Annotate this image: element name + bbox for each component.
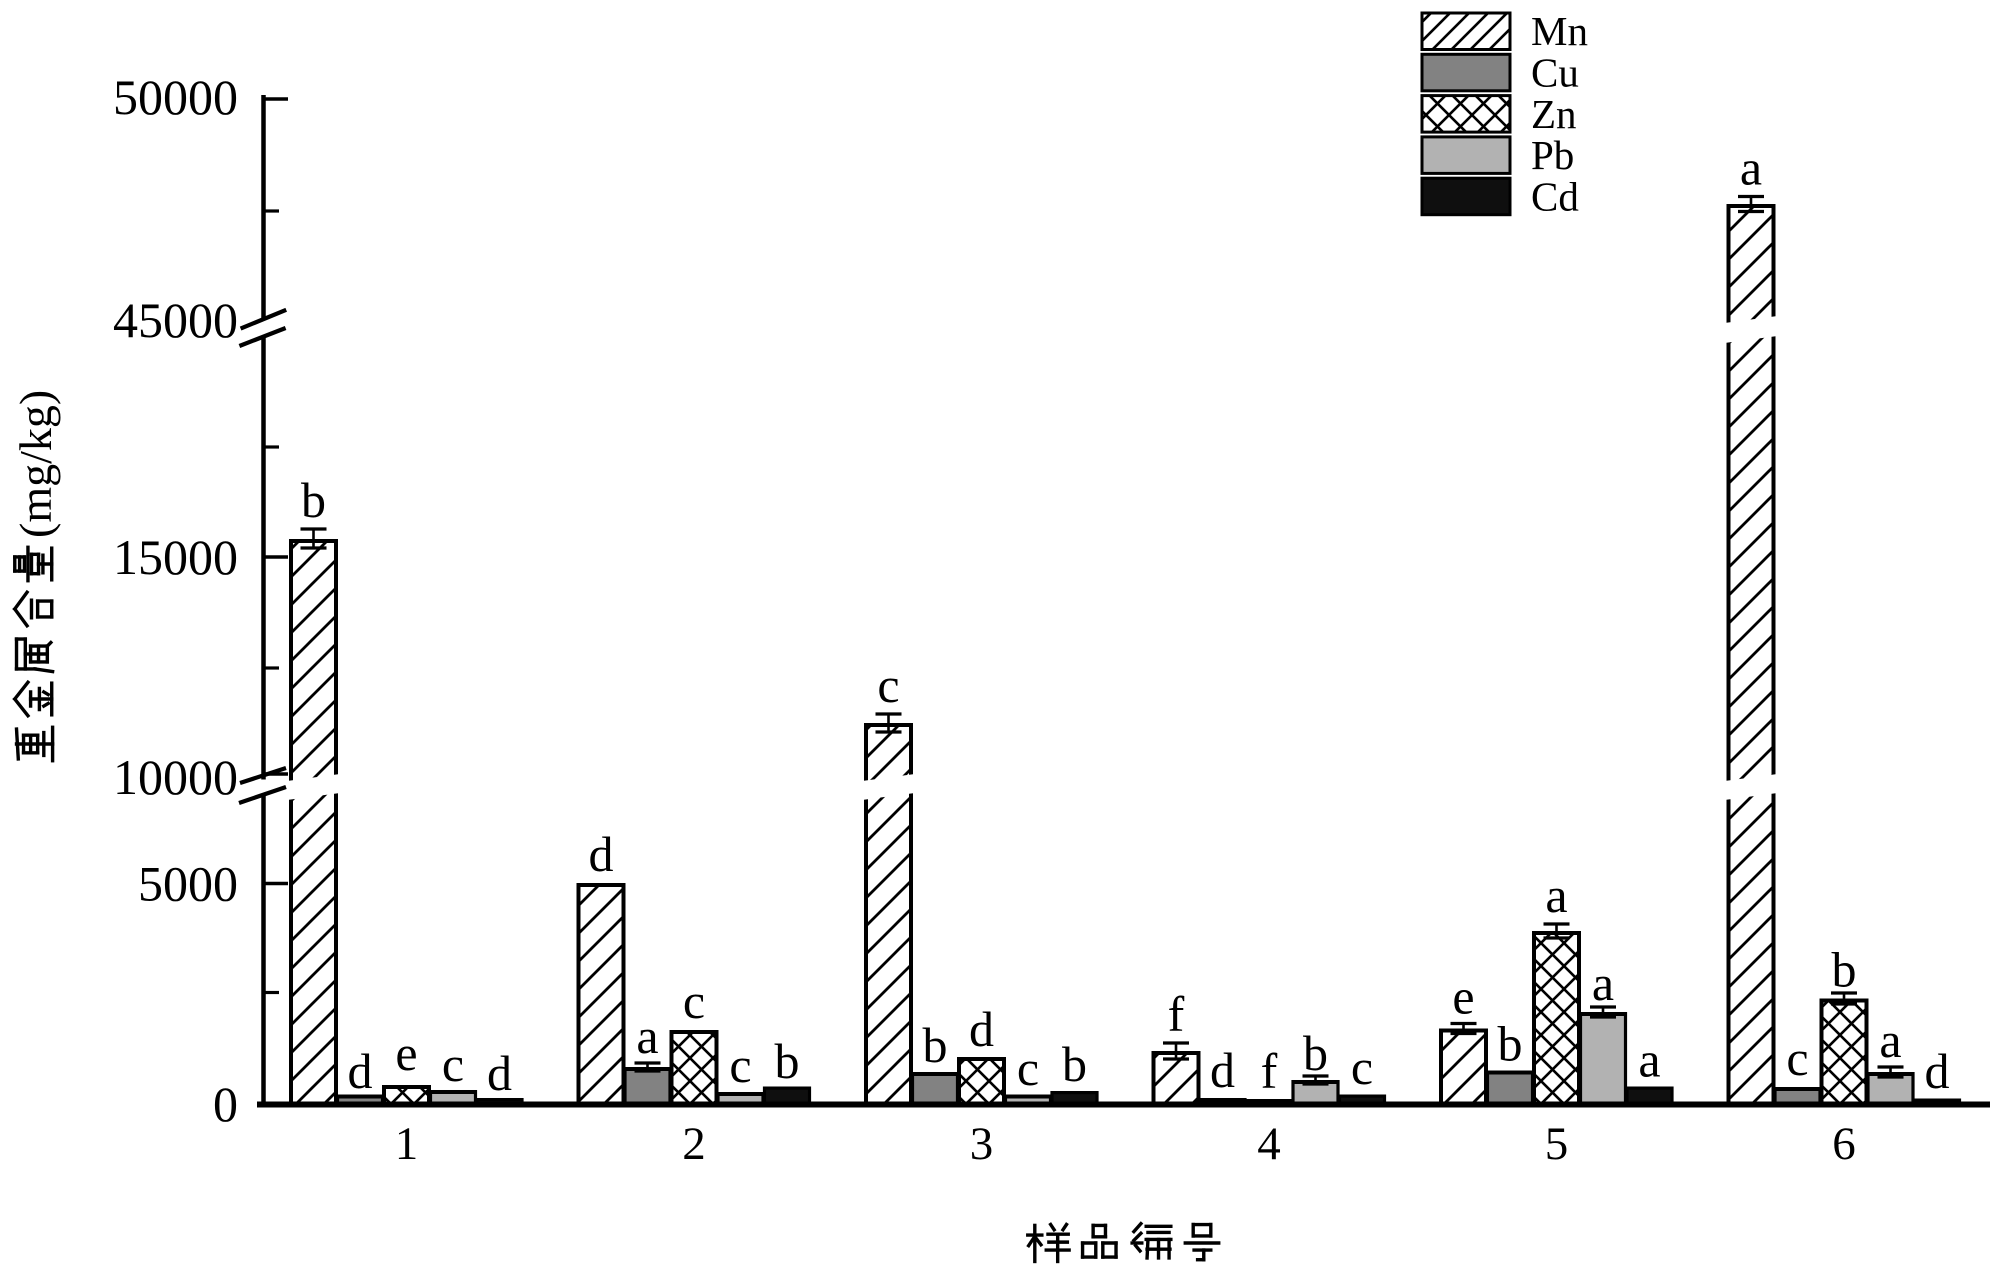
svg-text:d: d [969, 1001, 994, 1057]
svg-text:b: b [1303, 1025, 1328, 1081]
svg-text:45000: 45000 [113, 292, 238, 348]
svg-text:Pb: Pb [1531, 132, 1574, 178]
svg-text:4: 4 [1257, 1118, 1281, 1170]
svg-text:a: a [1638, 1032, 1660, 1088]
svg-text:a: a [1879, 1012, 1901, 1068]
svg-text:b: b [1498, 1016, 1523, 1072]
svg-text:50000: 50000 [113, 69, 238, 125]
svg-text:d: d [487, 1045, 512, 1101]
svg-text:6: 6 [1832, 1118, 1856, 1170]
svg-text:f: f [1261, 1043, 1278, 1099]
svg-text:d: d [348, 1043, 373, 1099]
svg-text:5000: 5000 [138, 856, 238, 912]
svg-text:Cd: Cd [1531, 173, 1579, 219]
svg-text:e: e [395, 1025, 417, 1081]
svg-text:b: b [1062, 1036, 1087, 1092]
svg-text:c: c [1786, 1030, 1808, 1086]
svg-text:c: c [877, 657, 899, 713]
svg-text:a: a [1592, 955, 1614, 1011]
svg-text:Cu: Cu [1531, 50, 1579, 96]
svg-text:Mn: Mn [1531, 8, 1588, 54]
svg-text:c: c [683, 973, 705, 1029]
svg-text:10000: 10000 [113, 749, 238, 805]
svg-text:f: f [1168, 986, 1185, 1042]
svg-text:d: d [589, 826, 614, 882]
svg-text:c: c [1351, 1039, 1373, 1095]
svg-text:5: 5 [1545, 1118, 1569, 1170]
svg-text:(mg/kg): (mg/kg) [10, 390, 61, 538]
svg-text:1: 1 [395, 1118, 419, 1170]
svg-text:15000: 15000 [113, 529, 238, 585]
svg-text:b: b [1832, 942, 1857, 998]
svg-text:3: 3 [970, 1118, 994, 1170]
svg-text:b: b [923, 1017, 948, 1073]
svg-text:d: d [1210, 1042, 1235, 1098]
svg-text:c: c [1017, 1040, 1039, 1096]
svg-text:b: b [775, 1033, 800, 1089]
svg-text:c: c [729, 1037, 751, 1093]
svg-text:e: e [1452, 969, 1474, 1025]
svg-text:0: 0 [213, 1076, 238, 1132]
svg-text:a: a [1740, 140, 1762, 196]
svg-text:a: a [1545, 867, 1567, 923]
svg-text:a: a [636, 1008, 658, 1064]
svg-text:2: 2 [682, 1118, 706, 1170]
svg-text:Zn: Zn [1531, 91, 1577, 137]
svg-text:b: b [301, 472, 326, 528]
svg-text:d: d [1925, 1043, 1950, 1099]
svg-text:c: c [442, 1036, 464, 1092]
